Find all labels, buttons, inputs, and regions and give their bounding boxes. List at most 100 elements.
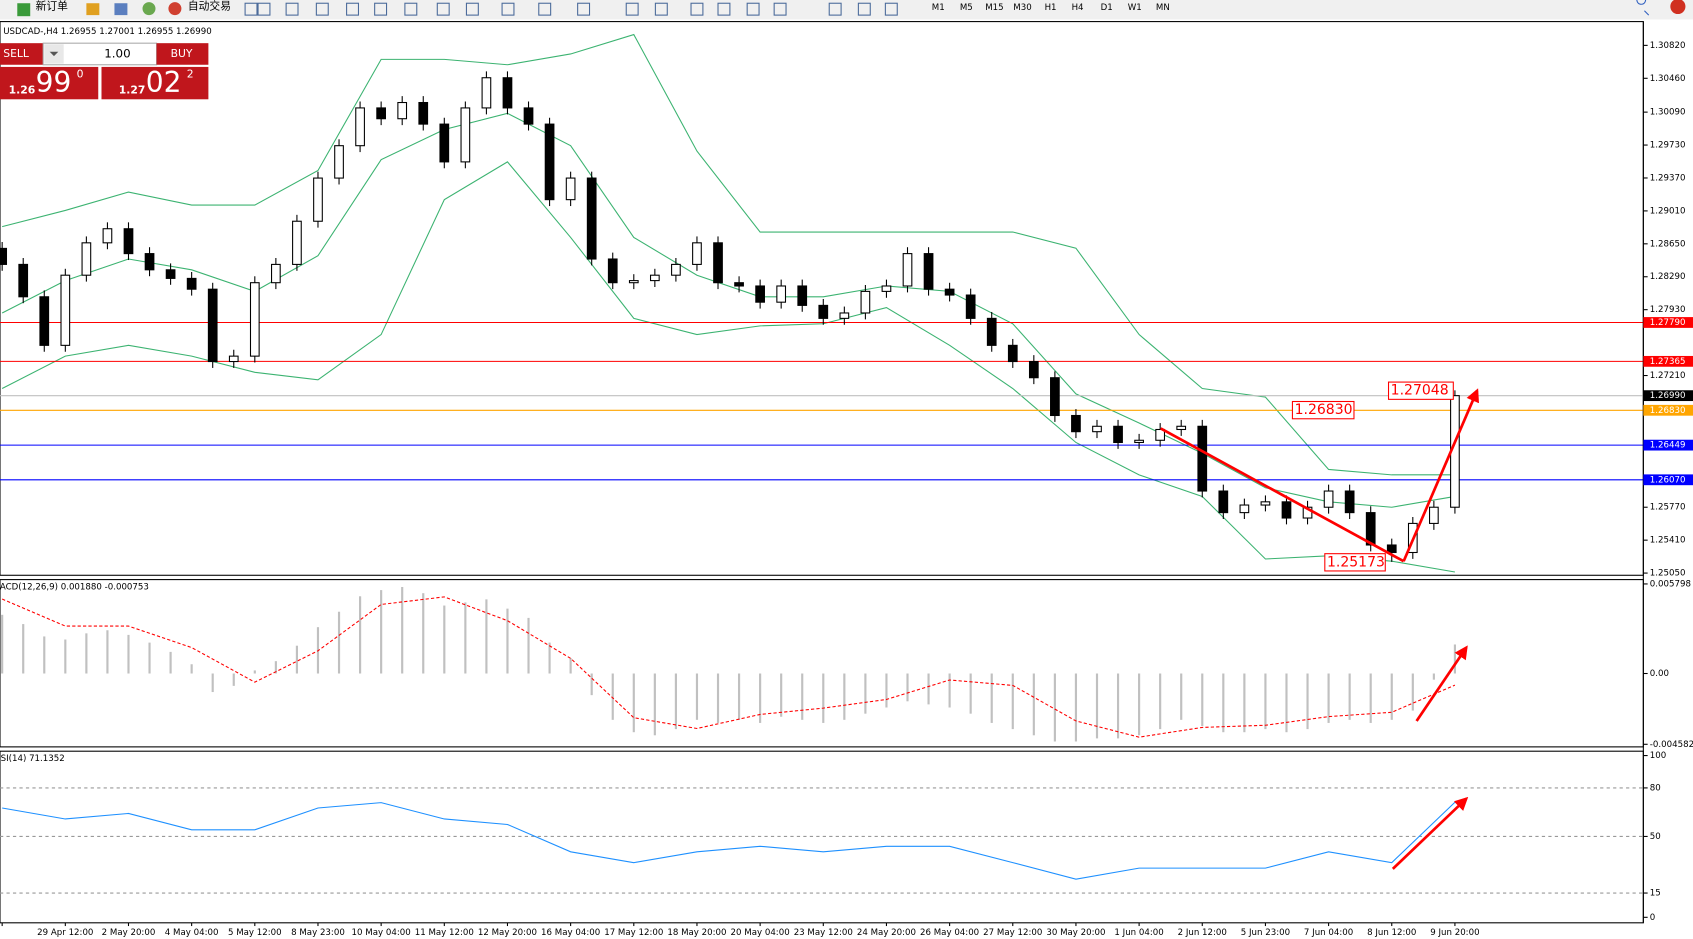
macd-bar <box>422 593 425 674</box>
timeframe-button[interactable]: D1 <box>1101 3 1113 13</box>
new-order-button[interactable]: 新订单 <box>36 0 69 12</box>
macd-title: MACD(12,26,9) 0.001880 -0.000753 <box>0 583 149 593</box>
sell-button[interactable] <box>0 43 44 65</box>
bid-fraction: 0 <box>77 67 84 80</box>
timeframe-button[interactable]: M5 <box>960 3 973 13</box>
macd-bar <box>485 599 488 674</box>
macd-bar <box>1222 673 1225 733</box>
macd-bar <box>1053 673 1056 742</box>
macd-bar <box>43 636 46 674</box>
toolbar-icon[interactable] <box>501 2 515 16</box>
toolbar-icon[interactable] <box>625 2 639 16</box>
timeframe-button[interactable]: H4 <box>1072 3 1084 13</box>
buy-label[interactable]: BUY <box>171 47 193 60</box>
candle-body <box>397 101 408 120</box>
toolbar-icon[interactable] <box>114 3 128 16</box>
candle-body <box>1197 425 1208 492</box>
y-tick-label: 1.30820 <box>1650 41 1686 51</box>
toolbar-icon[interactable] <box>538 2 552 16</box>
candle-body <box>1113 425 1123 444</box>
toolbar-icon[interactable] <box>828 2 842 16</box>
y-tick-label: 1.28650 <box>1650 239 1686 249</box>
bid-box[interactable] <box>0 66 99 100</box>
y-tick-label: 0 <box>1650 913 1656 923</box>
macd-bar <box>64 639 67 674</box>
price-annotation-box <box>1291 400 1355 420</box>
toolbar-icon[interactable] <box>346 2 360 16</box>
y-tick-label: 50 <box>1650 832 1661 842</box>
one-click-panel: SELL 1.00 BUY 1.26 99 0 1.27 02 2 <box>0 42 209 100</box>
timeframe-button[interactable]: M30 <box>1013 3 1031 13</box>
toolbar-icon[interactable] <box>285 2 299 16</box>
candle-body <box>881 285 892 292</box>
timeframe-button[interactable]: M15 <box>985 3 1003 13</box>
candle-body <box>207 288 218 363</box>
toolbar-icon[interactable] <box>436 2 450 16</box>
y-tick-label: 1.28290 <box>1650 272 1686 282</box>
new-order-icon[interactable] <box>17 3 31 17</box>
notification-icon[interactable] <box>1670 0 1686 15</box>
ask-box[interactable] <box>101 66 209 100</box>
auto-trading-button[interactable]: 自动交易 <box>188 0 231 12</box>
candle-body <box>671 263 681 276</box>
bollinger-upper <box>2 33 1455 476</box>
toolbar-icon[interactable] <box>374 2 388 16</box>
timeframe-button[interactable]: MN <box>1156 3 1170 13</box>
toolbar-icon[interactable] <box>577 2 591 16</box>
sell-label[interactable]: SELL <box>3 47 29 60</box>
toolbar-icon[interactable] <box>465 2 479 16</box>
x-tick-label: 23 May 12:00 <box>794 928 853 938</box>
macd-bar <box>295 645 299 674</box>
macd-bar <box>274 661 277 674</box>
toolbar-icon[interactable] <box>690 2 704 16</box>
candle-body <box>1260 501 1271 506</box>
macd-bar <box>801 673 804 720</box>
toolbar-icon[interactable] <box>773 2 787 16</box>
toolbar-icon[interactable] <box>404 2 418 16</box>
toolbar-bg <box>0 0 1693 20</box>
timeframe-button[interactable]: M1 <box>932 3 945 13</box>
candle-body <box>376 107 386 120</box>
toolbar-icon[interactable] <box>244 2 258 16</box>
chart-title: USDCAD-,H4 1.26955 1.27001 1.26955 1.269… <box>3 27 211 37</box>
lot-value[interactable]: 1.00 <box>104 46 130 60</box>
macd-bar <box>1432 673 1435 680</box>
y-tick-label: 1.30090 <box>1650 108 1686 118</box>
candle-body <box>1007 344 1018 363</box>
candle-body <box>481 77 492 109</box>
toolbar-icon[interactable] <box>654 2 668 16</box>
auto-trading-icon[interactable] <box>168 2 182 16</box>
timeframe-button[interactable]: H1 <box>1045 3 1057 13</box>
x-tick-label: 8 Jun 12:00 <box>1367 928 1416 938</box>
macd-bar <box>464 602 467 674</box>
buy-button[interactable] <box>156 43 209 65</box>
toolbar-icon[interactable] <box>717 2 731 16</box>
toolbar-icons <box>244 2 898 16</box>
toolbar-icon[interactable] <box>257 2 271 16</box>
macd-bar <box>1390 673 1393 720</box>
price-annotation: 1.27048 <box>1391 383 1449 399</box>
toolbar-icon[interactable] <box>884 2 898 16</box>
timeframe-button[interactable]: W1 <box>1128 3 1142 13</box>
toolbar-icon[interactable] <box>142 2 156 16</box>
candle-body <box>186 277 197 290</box>
x-tick-label: 2 Jun 12:00 <box>1178 928 1227 938</box>
candle-body <box>1218 490 1229 514</box>
candle-body <box>1323 490 1334 508</box>
toolbar-icon[interactable] <box>746 2 760 16</box>
x-tick-label: 17 May 12:00 <box>604 928 663 938</box>
rsi-plot <box>0 787 1644 894</box>
macd-bar <box>885 673 888 708</box>
rsi-arrow <box>1391 796 1469 870</box>
toolbar-icon[interactable] <box>86 3 100 16</box>
toolbar-icon[interactable] <box>315 2 329 16</box>
x-tick-label: 24 May 20:00 <box>857 928 916 938</box>
candle-body <box>0 247 8 265</box>
toolbar-icon[interactable] <box>857 2 871 16</box>
search-icon[interactable] <box>1636 0 1650 16</box>
timeframe-buttons: M1 M5 M15 M30 H1 H4 D1 W1 MN <box>932 3 1170 13</box>
macd-bar <box>1243 673 1246 733</box>
candle-body <box>818 304 829 319</box>
x-tick-label: 4 May 04:00 <box>165 928 219 938</box>
macd-bar <box>506 608 509 674</box>
